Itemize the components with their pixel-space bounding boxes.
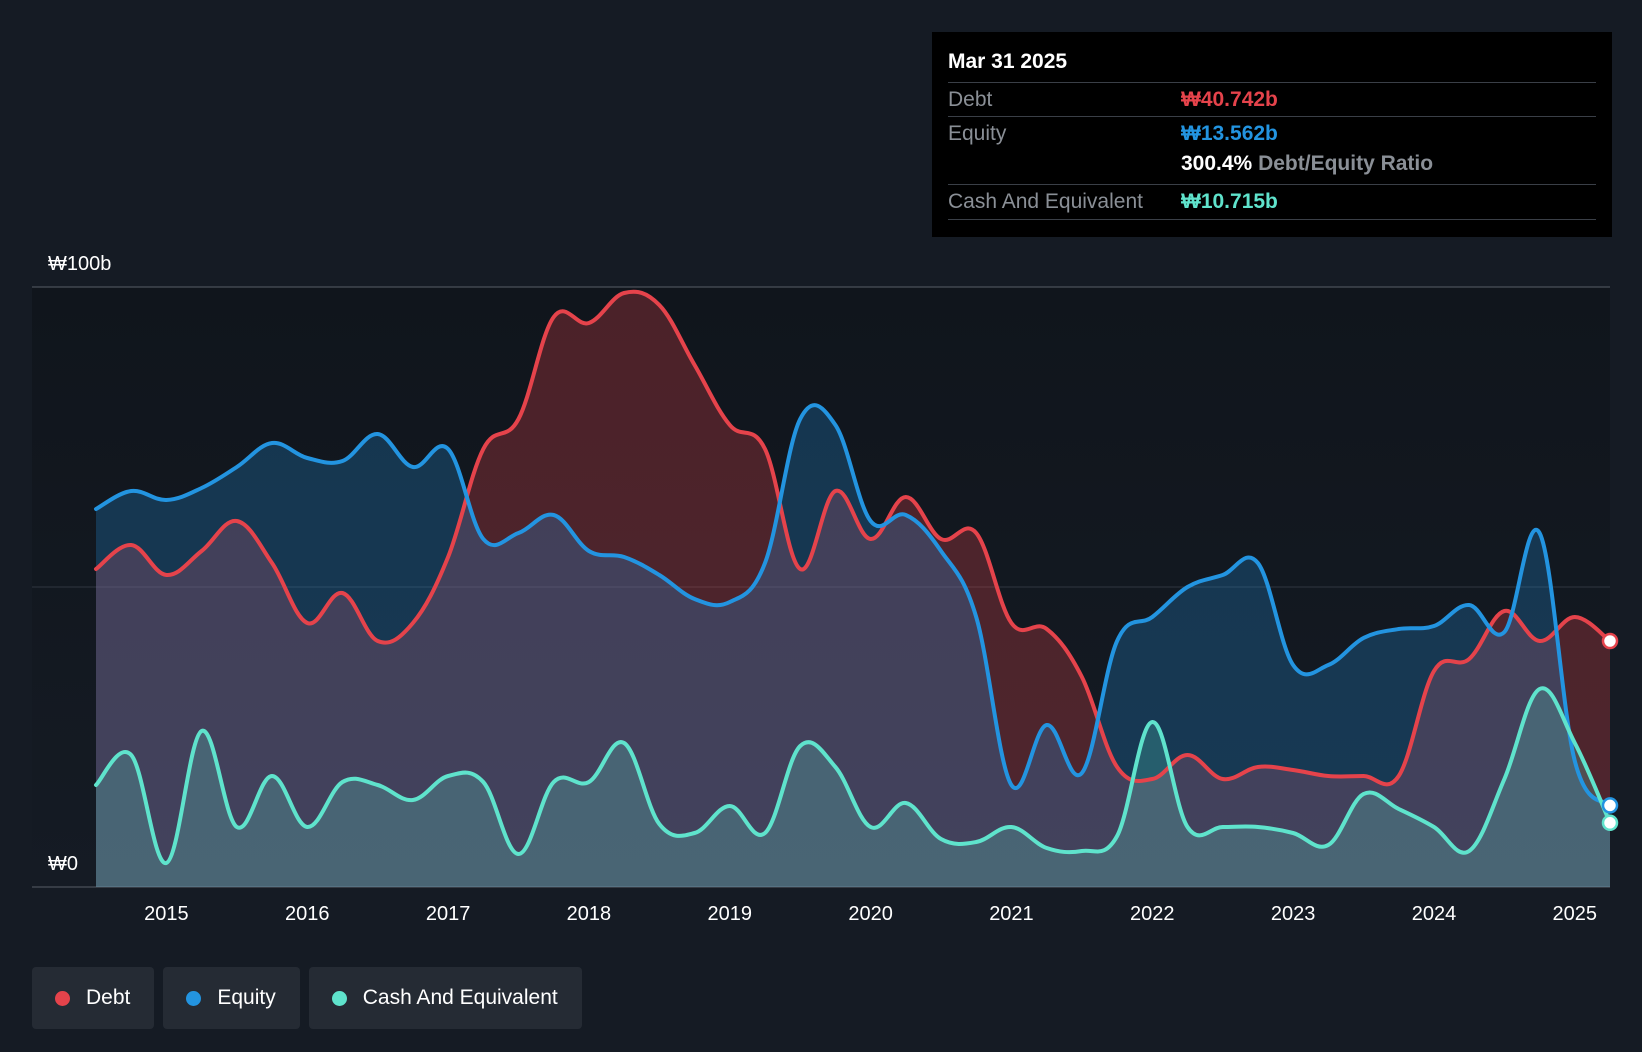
x-tick-label-2023: 2023 bbox=[1271, 903, 1316, 925]
x-tick-label-2025: 2025 bbox=[1553, 903, 1598, 925]
tooltip-debt-value: ₩40.742b bbox=[1181, 88, 1278, 111]
line-debt bbox=[94, 289, 1612, 787]
legend-item-debt[interactable]: Debt bbox=[32, 967, 155, 1029]
area-cash-and-equivalent bbox=[96, 688, 1610, 887]
tooltip-equity-label: Equity bbox=[948, 122, 1007, 145]
x-tick-label-2020: 2020 bbox=[848, 903, 893, 925]
line-equity bbox=[94, 403, 1612, 808]
tooltip-ratio: 300.4% Debt/Equity Ratio bbox=[1181, 152, 1433, 176]
y-tick-label-bottom: ₩0 bbox=[48, 853, 78, 875]
tooltip-row-equity: Equity ₩13.562b bbox=[948, 116, 1596, 151]
tooltip-row-ratio: 300.4% Debt/Equity Ratio bbox=[948, 150, 1596, 184]
tooltip-panel: Mar 31 2025 Debt ₩40.742b Equity ₩13.562… bbox=[932, 32, 1612, 237]
endpoint-debt[interactable] bbox=[1601, 632, 1619, 650]
tooltip-cash-label: Cash And Equivalent bbox=[948, 190, 1143, 213]
endpoint-equity[interactable] bbox=[1601, 797, 1619, 814]
legend-item-equity[interactable]: Equity bbox=[163, 967, 300, 1029]
x-tick-label-2019: 2019 bbox=[708, 903, 753, 925]
tooltip-row-cash: Cash And Equivalent ₩10.715b bbox=[948, 184, 1596, 220]
tooltip-debt-label: Debt bbox=[948, 88, 993, 111]
tooltip-ratio-value: 300.4% bbox=[1181, 152, 1253, 175]
x-tick-label-2022: 2022 bbox=[1130, 903, 1175, 925]
tooltip-cash-value: ₩10.715b bbox=[1181, 190, 1278, 213]
legend-dot-cash-icon bbox=[331, 990, 347, 1006]
tooltip-date: Mar 31 2025 bbox=[948, 50, 1068, 73]
x-tick-label-2017: 2017 bbox=[426, 903, 471, 925]
legend-label-cash: Cash And Equivalent bbox=[362, 986, 558, 1009]
x-tick-label-2024: 2024 bbox=[1412, 903, 1457, 925]
legend-label-equity: Equity bbox=[217, 986, 276, 1009]
tooltip-ratio-label: Debt/Equity Ratio bbox=[1258, 152, 1434, 175]
endpoint-cash-and-equivalent[interactable] bbox=[1601, 814, 1619, 832]
x-tick-label-2018: 2018 bbox=[567, 903, 612, 925]
legend-label-debt: Debt bbox=[86, 986, 131, 1009]
x-tick-label-2015: 2015 bbox=[144, 903, 189, 925]
legend-dot-equity-icon bbox=[186, 990, 202, 1006]
tooltip-equity-value: ₩13.562b bbox=[1181, 122, 1278, 145]
area-debt bbox=[96, 291, 1610, 887]
x-tick-label-2021: 2021 bbox=[989, 903, 1034, 925]
legend-dot-debt-icon bbox=[55, 990, 70, 1006]
chart-legend: Debt Equity Cash And Equivalent bbox=[32, 967, 582, 1029]
tooltip-row-debt: Debt ₩40.742b bbox=[948, 82, 1596, 117]
legend-item-cash[interactable]: Cash And Equivalent bbox=[308, 967, 582, 1029]
x-tick-label-2016: 2016 bbox=[285, 903, 330, 925]
y-tick-label-top: ₩100b bbox=[48, 253, 111, 275]
line-cash-and-equivalent bbox=[94, 686, 1612, 865]
